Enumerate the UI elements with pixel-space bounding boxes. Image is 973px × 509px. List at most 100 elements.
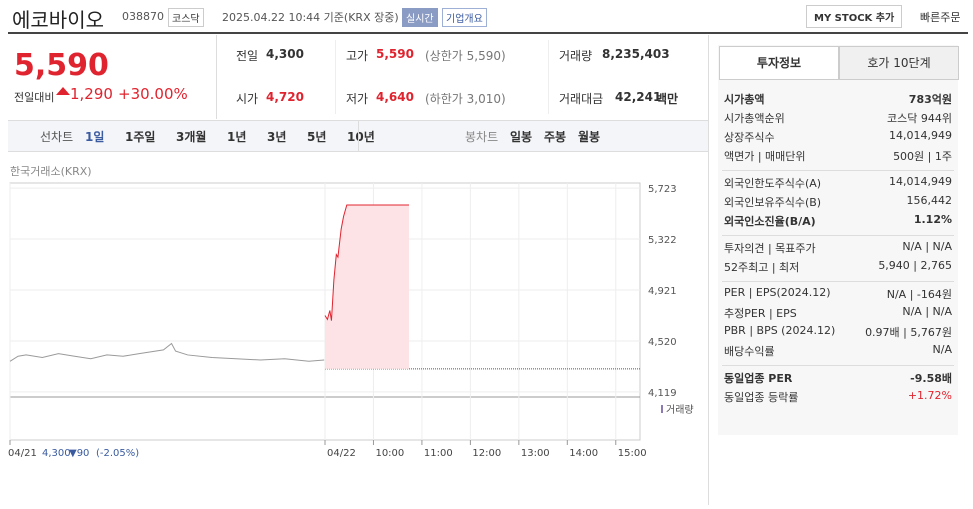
datetime: 2025.04.22 10:44 기준(KRX 장중) [222, 11, 399, 24]
x-tick-label: 12:00 [472, 448, 501, 459]
stat-label: 전일 [236, 49, 259, 63]
y-tick-label: 4,921 [648, 286, 677, 297]
stat-value: 8,235,403 [602, 47, 670, 61]
market-tag: 코스닥 [168, 8, 204, 27]
info-sep [722, 170, 954, 171]
info-value: 783억원 [908, 93, 952, 106]
info-value: 코스닥 944위 [887, 112, 952, 125]
candle-tab[interactable]: 주봉 [544, 130, 567, 144]
info-label: PER | EPS(2024.12) [724, 286, 831, 299]
volume-legend: 거래량 [666, 404, 694, 416]
x-tick-label: 04/22 [327, 448, 356, 459]
stat-label: 거래대금 [559, 92, 604, 106]
info-value: N/A | N/A [902, 305, 952, 318]
period-tab[interactable]: 5년 [307, 130, 327, 144]
info-label: 추정PER | EPS [724, 307, 797, 320]
candle-tab[interactable]: 월봉 [578, 130, 601, 144]
stock-name: 에코바이오 [12, 8, 104, 32]
info-value: 500원 | 1주 [893, 150, 952, 163]
info-value: N/A [932, 343, 952, 356]
stat-value: 4,300 [266, 47, 304, 61]
price-line [324, 204, 409, 321]
period-tab[interactable]: 3개월 [176, 130, 207, 144]
mystock-btn[interactable]: MY STOCK 추가 [806, 5, 903, 28]
up-arrow [56, 87, 70, 95]
info-value: -9.58배 [910, 372, 952, 385]
info-label: 시가총액 [724, 93, 765, 106]
info-sep [722, 235, 954, 236]
x-tick-label: 04/21 [8, 448, 37, 459]
info-label: 52주최고 | 최저 [724, 261, 800, 274]
price-line [9, 342, 325, 362]
period-tab[interactable]: 1주일 [125, 130, 156, 144]
info-label: PBR | BPS (2024.12) [724, 324, 836, 337]
chart-source: 한국거래소(KRX) [10, 165, 92, 178]
y-tick-label: 4,119 [648, 388, 677, 399]
period-tab[interactable]: 3년 [267, 130, 287, 144]
stat-value: 4,720 [266, 90, 304, 104]
price-area [325, 204, 409, 369]
current-price: 5,590 [14, 48, 109, 83]
header-line [8, 32, 968, 34]
info-label: 시가총액순위 [724, 112, 785, 125]
info-label: 액면가 | 매매단위 [724, 150, 806, 163]
info-label: 상장주식수 [724, 131, 775, 144]
info-value: 5,940 | 2,765 [878, 259, 952, 272]
info-label: 외국인한도주식수(A) [724, 177, 822, 190]
stat-extra: (하한가 3,010) [425, 92, 506, 106]
stat-divider [335, 40, 336, 114]
stat-value: 4,640 [376, 90, 414, 104]
change-label: 전일대비 [14, 91, 55, 104]
footer-text: 4,300 [42, 448, 71, 459]
stat-extra: (상한가 5,590) [425, 49, 506, 63]
stat-value: 5,590 [376, 47, 414, 61]
stat-divider [216, 35, 217, 119]
info-panel [718, 45, 958, 435]
stat-label: 시가 [236, 92, 259, 106]
y-tick-label: 5,322 [648, 235, 677, 246]
x-tick-label: 15:00 [618, 448, 647, 459]
info-value: 14,014,949 [889, 175, 952, 188]
realtime-tag[interactable]: 실시간 [402, 8, 438, 27]
candle-tab[interactable]: 일봉 [510, 130, 533, 144]
footer-text: ▼90 [69, 448, 89, 459]
info-label: 동일업종 PER [724, 372, 793, 385]
info-sep [722, 365, 954, 366]
stat-extra: 백만 [656, 92, 679, 106]
info-value: N/A | -164원 [886, 288, 952, 301]
x-tick-label: 13:00 [521, 448, 550, 459]
tab-divider [358, 121, 359, 151]
x-tick-label: 10:00 [375, 448, 404, 459]
y-tick-label: 5,723 [648, 184, 677, 195]
info-value: N/A | N/A [902, 240, 952, 253]
company-tag[interactable]: 기업개요 [442, 8, 487, 27]
price-chart: 5,723 5,322 4,921 4,520 4,119 04/21 04/22 10:00… [8, 182, 694, 459]
period-tab[interactable]: 10년 [347, 130, 375, 144]
stat-label: 고가 [346, 49, 369, 63]
stat-divider [548, 40, 549, 114]
info-label: 외국인소진율(B/A) [724, 215, 816, 228]
period-tab[interactable]: 1일 [85, 130, 105, 144]
stat-label: 거래량 [559, 49, 593, 63]
info-label: 동일업종 등락률 [724, 391, 799, 404]
x-tick-label: 14:00 [569, 448, 598, 459]
y-tick-label: 4,520 [648, 337, 677, 348]
stat-value: 42,241 [615, 90, 662, 104]
tab-label: 선차트 [40, 130, 74, 144]
stat-label: 저가 [346, 92, 369, 106]
footer-text: (-2.05%) [96, 448, 139, 459]
info-value: 14,014,949 [889, 129, 952, 142]
info-label: 외국인보유주식수(B) [724, 196, 822, 209]
info-sep [722, 281, 954, 282]
info-label: 배당수익률 [724, 345, 775, 358]
info-label: 투자의견 | 목표주가 [724, 242, 816, 255]
rate: +30.00% [118, 85, 188, 103]
info-tab[interactable]: 투자정보 [719, 46, 839, 80]
info-value: 1.12% [913, 213, 952, 226]
info-value: 0.97배 | 5,767원 [865, 326, 952, 339]
period-tab[interactable]: 1년 [227, 130, 247, 144]
volume-legend-swatch [661, 405, 663, 413]
quick-order[interactable]: 빠른주문 [920, 11, 961, 24]
info-tab[interactable]: 호가 10단계 [839, 46, 959, 80]
